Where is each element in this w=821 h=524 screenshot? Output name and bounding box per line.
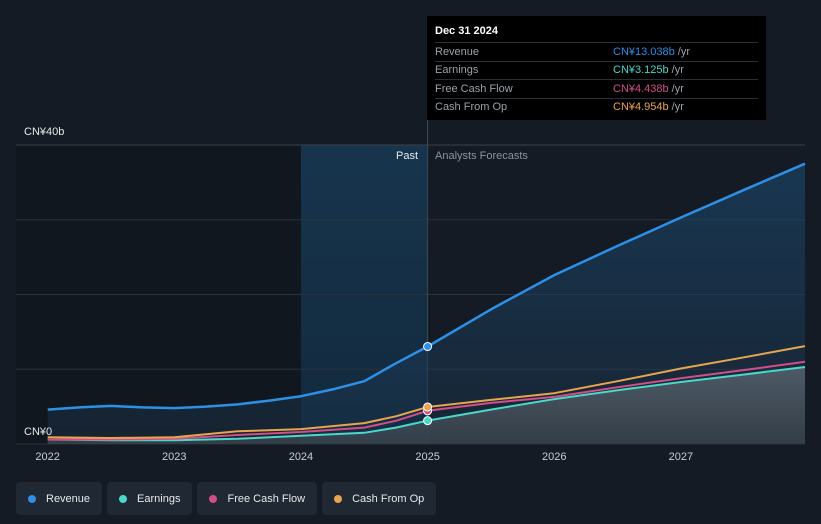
legend-label: Free Cash Flow [227,492,306,505]
legend-label: Revenue [46,492,91,505]
legend-dot-icon [334,494,343,503]
tooltip-row-name: Cash From Op [435,101,508,114]
cash-from-op-line [47,345,806,439]
past-label: Past [396,150,419,162]
tooltip-date: Dec 31 2024 [435,25,498,37]
tooltip-row-earnings: Earnings CN¥3.125b /yr [435,60,758,80]
free-cash-flow-line [47,360,806,441]
y-axis-bottom-label: CN¥0 [24,426,53,438]
revenue-area [47,163,805,444]
tooltip-row-unit: /yr [671,82,684,95]
earnings-area [47,367,805,444]
legend-dot-icon [28,494,36,503]
legend-item-free-cash-flow[interactable]: Free Cash Flow [197,482,318,515]
legend-label: Cash From Op [352,492,425,505]
tooltip-row-name: Earnings [435,64,479,77]
tooltip-row-value: CN¥4.954b [613,101,669,114]
earnings-line [47,366,806,442]
legend-dot-icon [119,494,128,503]
tooltip-row-free-cash-flow: Free Cash Flow CN¥4.438b /yr [435,79,758,98]
revenue-marker [423,342,433,352]
tooltip-row-name: Revenue [435,45,480,58]
x-tick-label: 2025 [415,451,440,463]
legend-item-revenue[interactable]: Revenue [16,482,103,515]
tooltip-row-revenue: Revenue CN¥13.038b /yr [435,42,758,61]
forecast-label: Analysts Forecasts [435,150,528,162]
tooltip-row-unit: /yr [671,64,684,77]
legend-item-cash-from-op[interactable]: Cash From Op [322,482,437,515]
tooltip-row-value: CN¥4.438b [613,82,669,95]
legend-item-earnings[interactable]: Earnings [107,482,193,515]
x-tick-label: 2026 [541,451,567,463]
legend-dot-icon [209,494,218,503]
earnings-marker [423,416,433,426]
revenue-line [47,162,806,411]
chart-svg [16,16,806,445]
tooltip-row-value: CN¥3.125b [613,64,669,77]
tooltip-row-unit: /yr [677,45,691,58]
tooltip: Dec 31 2024 Revenue CN¥13.038b /yr Earni… [427,16,766,120]
cash-from-op-marker [423,402,433,412]
x-tick-label: 2022 [35,451,60,463]
x-tick-label: 2024 [288,451,314,463]
tooltip-row-cash-from-op: Cash From Op CN¥4.954b /yr [435,97,758,117]
chart-area: CN¥40b CN¥0 Past Analysts Forecasts 2022… [16,16,806,463]
x-tick-label: 2023 [162,451,187,463]
x-tick-label: 2027 [668,451,694,463]
legend-label: Earnings [137,492,181,505]
legend: Revenue Earnings Free Cash Flow Cash Fro… [16,482,437,515]
tooltip-row-value: CN¥13.038b [613,45,675,58]
y-axis-top-label: CN¥40b [24,126,65,138]
tooltip-row-name: Free Cash Flow [435,82,513,95]
tooltip-row-unit: /yr [671,101,684,114]
